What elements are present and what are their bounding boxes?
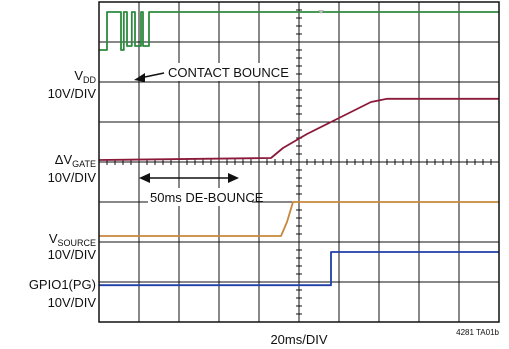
vdd-scale: 10V/DIV	[48, 86, 97, 101]
debounce-annotation: 50ms DE-BOUNCE	[139, 173, 264, 206]
bounce-arrow-head	[134, 73, 145, 82]
contact-bounce-annotation: CONTACT BOUNCE	[134, 63, 294, 82]
vsource-scale: 10V/DIV	[48, 247, 97, 262]
vgate-label: ΔVGATE	[55, 152, 96, 169]
trace-2	[98, 97, 499, 161]
bounce-label: CONTACT BOUNCE	[168, 65, 289, 80]
traces	[98, 11, 499, 287]
trace-1	[99, 11, 499, 51]
debounce-arrow-right-head	[228, 173, 239, 183]
trace-4	[99, 251, 499, 287]
debounce-arrow-left-head	[139, 173, 150, 183]
debounce-label: 50ms DE-BOUNCE	[150, 190, 264, 205]
gpio-label: GPIO1(PG)	[29, 277, 96, 292]
plot-frame	[98, 1, 500, 323]
gpio-scale: 10V/DIV	[48, 295, 97, 310]
trace-3	[99, 201, 499, 237]
x-axis-label: 20ms/DIV	[270, 332, 327, 347]
figure-id: 4281 TA01b	[456, 328, 499, 337]
vdd-label: VDD	[74, 68, 96, 85]
vgate-scale: 10V/DIV	[48, 170, 97, 185]
trigger-marker-icon	[318, 10, 324, 14]
vsource-label: VSOURCE	[49, 231, 96, 248]
grid	[98, 1, 500, 323]
